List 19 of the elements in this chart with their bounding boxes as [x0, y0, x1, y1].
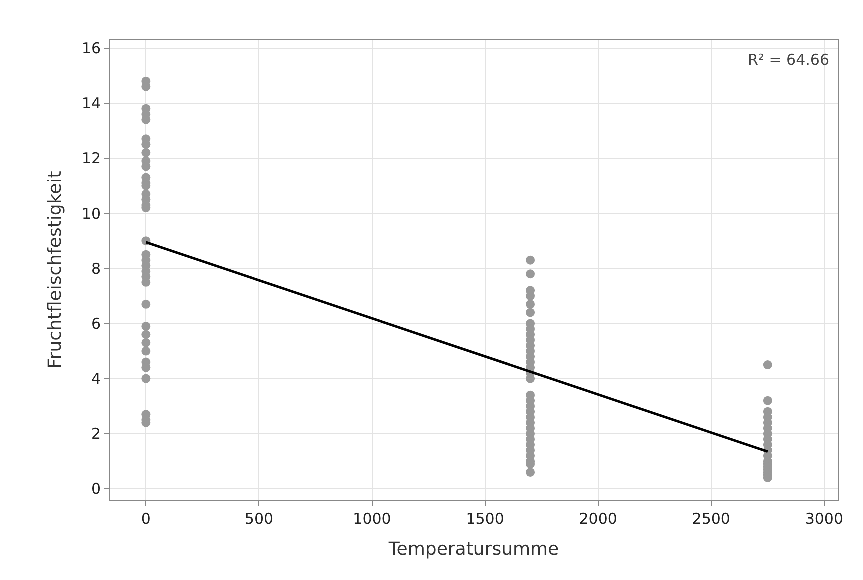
y-tick-label: 4	[91, 370, 101, 388]
x-tick-label: 0	[141, 510, 151, 528]
y-tick-label: 8	[91, 260, 101, 278]
x-tick-label: 1000	[353, 510, 392, 528]
y-tick-label: 2	[91, 425, 101, 444]
x-axis-title: Temperatursumme	[388, 539, 560, 560]
y-tick-label: 10	[82, 204, 101, 223]
y-tick-label: 16	[82, 40, 101, 58]
y-tick-label: 6	[91, 314, 101, 333]
x-tick-label: 1500	[466, 510, 504, 528]
x-tick-label: 2500	[692, 510, 730, 528]
annotation: R² = 64.66	[748, 51, 830, 69]
y-tick-label: 12	[82, 150, 101, 168]
x-tick-label: 2000	[579, 510, 618, 528]
y-tick-label: 14	[82, 94, 101, 113]
x-tick-label: 500	[244, 510, 274, 528]
y-tick-label: 0	[91, 480, 101, 498]
x-tick-label: 3000	[805, 510, 844, 528]
y-axis-title: Fruchtfleischfestigkeit	[45, 171, 66, 369]
